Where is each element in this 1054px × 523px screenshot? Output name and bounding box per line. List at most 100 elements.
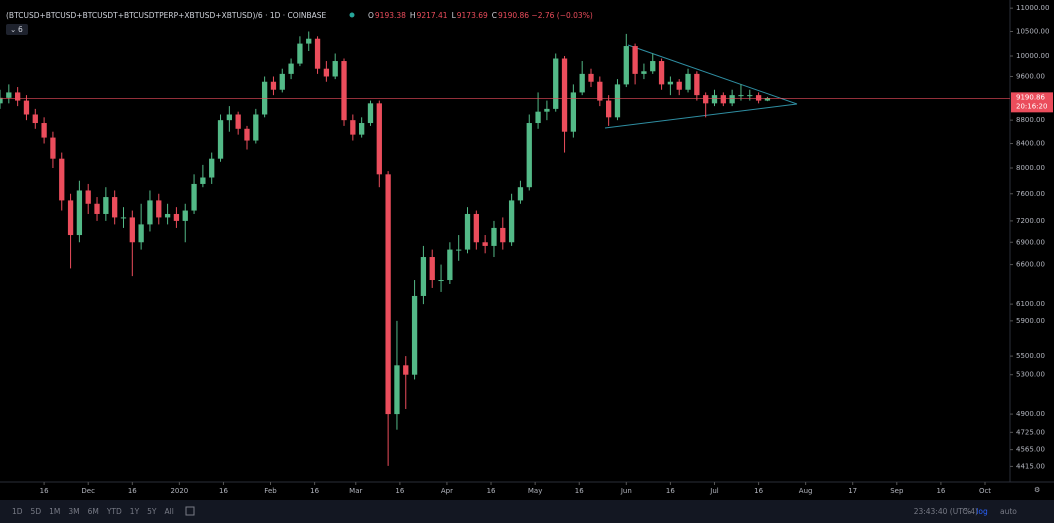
y-tick-label: 8000.00 [1016,164,1045,172]
collapse-button[interactable] [6,24,28,35]
x-tick-label: Dec [81,487,95,495]
settings-icon[interactable]: ⚙ [1034,486,1040,494]
trendline [627,44,798,105]
candle-body [641,71,647,74]
candle-body [288,63,294,74]
candle-body [694,73,700,96]
date-range-icon[interactable] [185,506,195,516]
candle-body [755,95,762,101]
candle-body [658,61,665,85]
clock: 23:43:40 (UTC-4) [914,507,978,516]
candle-body [517,187,524,201]
candle-body [597,81,603,101]
y-tick-label: 4725.00 [1016,428,1045,436]
status-dot [349,12,355,18]
candle-body [711,95,718,104]
candle-body [764,98,771,101]
scale-percent[interactable]: % [964,507,971,516]
ohlc-value: 9173.69 [457,11,488,20]
candle-body [164,213,171,218]
scale-log[interactable]: log [976,507,988,516]
candle-body [403,365,409,375]
x-tick-label: 16 [395,487,404,495]
candle-body [544,108,550,112]
candle-body [306,38,312,44]
candle-body [508,200,515,243]
y-tick-label: 5300.00 [1016,371,1045,379]
x-tick-label: 16 [219,487,228,495]
ohlc-key: O [368,11,374,20]
range-button[interactable]: 5D [31,507,42,516]
y-tick-label: 4900.00 [1016,410,1045,418]
y-tick-label: 8400.00 [1016,140,1045,148]
x-tick-label: May [528,487,542,495]
candle-body [182,210,188,221]
candle-body [226,114,232,121]
candle-body [738,95,744,97]
range-button[interactable]: 1Y [130,507,140,516]
y-tick-label: 10500.00 [1016,28,1049,36]
range-button[interactable]: 6M [88,507,99,516]
ohlc-key: L [452,11,457,20]
candle-body [112,197,118,218]
candle-body [341,61,347,121]
y-tick-label: 4415.00 [1016,462,1045,470]
candle-body [23,100,30,115]
x-tick-label: 16 [310,487,319,495]
scale-auto[interactable]: auto [1000,507,1017,516]
x-tick-label: Jul [709,487,719,495]
x-tick-label: Oct [979,487,991,495]
x-tick-label: 16 [575,487,584,495]
candle-body [367,103,374,124]
ohlc-value: 9217.41 [417,11,448,20]
candle-body [429,257,435,281]
candle-body [235,114,241,129]
candle-body [332,61,338,77]
candle-body [535,111,541,124]
candle-body [129,217,135,243]
range-button[interactable]: All [165,507,174,516]
collapse-chevron: ⌄ [10,25,16,34]
candle-body [720,95,726,104]
candle-body [103,197,109,214]
range-button[interactable]: 1D [12,507,23,516]
candle-body [156,200,162,218]
range-button[interactable]: 5Y [147,507,157,516]
candle-body [473,213,479,243]
x-tick-label: 2020 [170,487,188,495]
range-button[interactable]: 3M [68,507,79,516]
y-tick-label: 10000.00 [1016,52,1049,60]
x-tick-label: Aug [799,487,813,495]
candle-body [614,84,621,118]
ohlc-value: 9193.38 [375,11,406,20]
candle-body [173,213,180,221]
candle-body [579,73,585,93]
y-tick-label: 9600.00 [1016,72,1045,80]
candle-body [456,249,462,251]
range-button[interactable]: YTD [106,507,122,516]
y-tick-label: 7600.00 [1016,190,1045,198]
candle-body [588,73,594,82]
x-tick-label: Mar [349,487,362,495]
symbol-title: (BTCUSD+BTCUSD+BTCUSDT+BTCUSDTPERP+XBTUS… [6,11,327,20]
candle-body [6,92,12,98]
ohlc-value: 9190.86 −2.76 (−0.03%) [498,11,593,20]
y-tick-label: 6600.00 [1016,261,1045,269]
candle-body [14,92,21,101]
x-tick-label: 16 [487,487,496,495]
y-tick-label: 5900.00 [1016,317,1045,325]
candle-body [447,249,453,281]
y-tick-label: 11000.00 [1016,4,1049,12]
range-button[interactable]: 1M [49,507,60,516]
x-tick-label: Sep [890,487,904,495]
countdown-label: 20:16:20 [1016,102,1047,110]
candle-body [94,203,100,214]
candle-body [67,200,74,236]
y-tick-label: 4565.00 [1016,446,1045,454]
candle-body [253,114,259,141]
x-tick-label: 16 [40,487,49,495]
candle-body [323,68,330,77]
